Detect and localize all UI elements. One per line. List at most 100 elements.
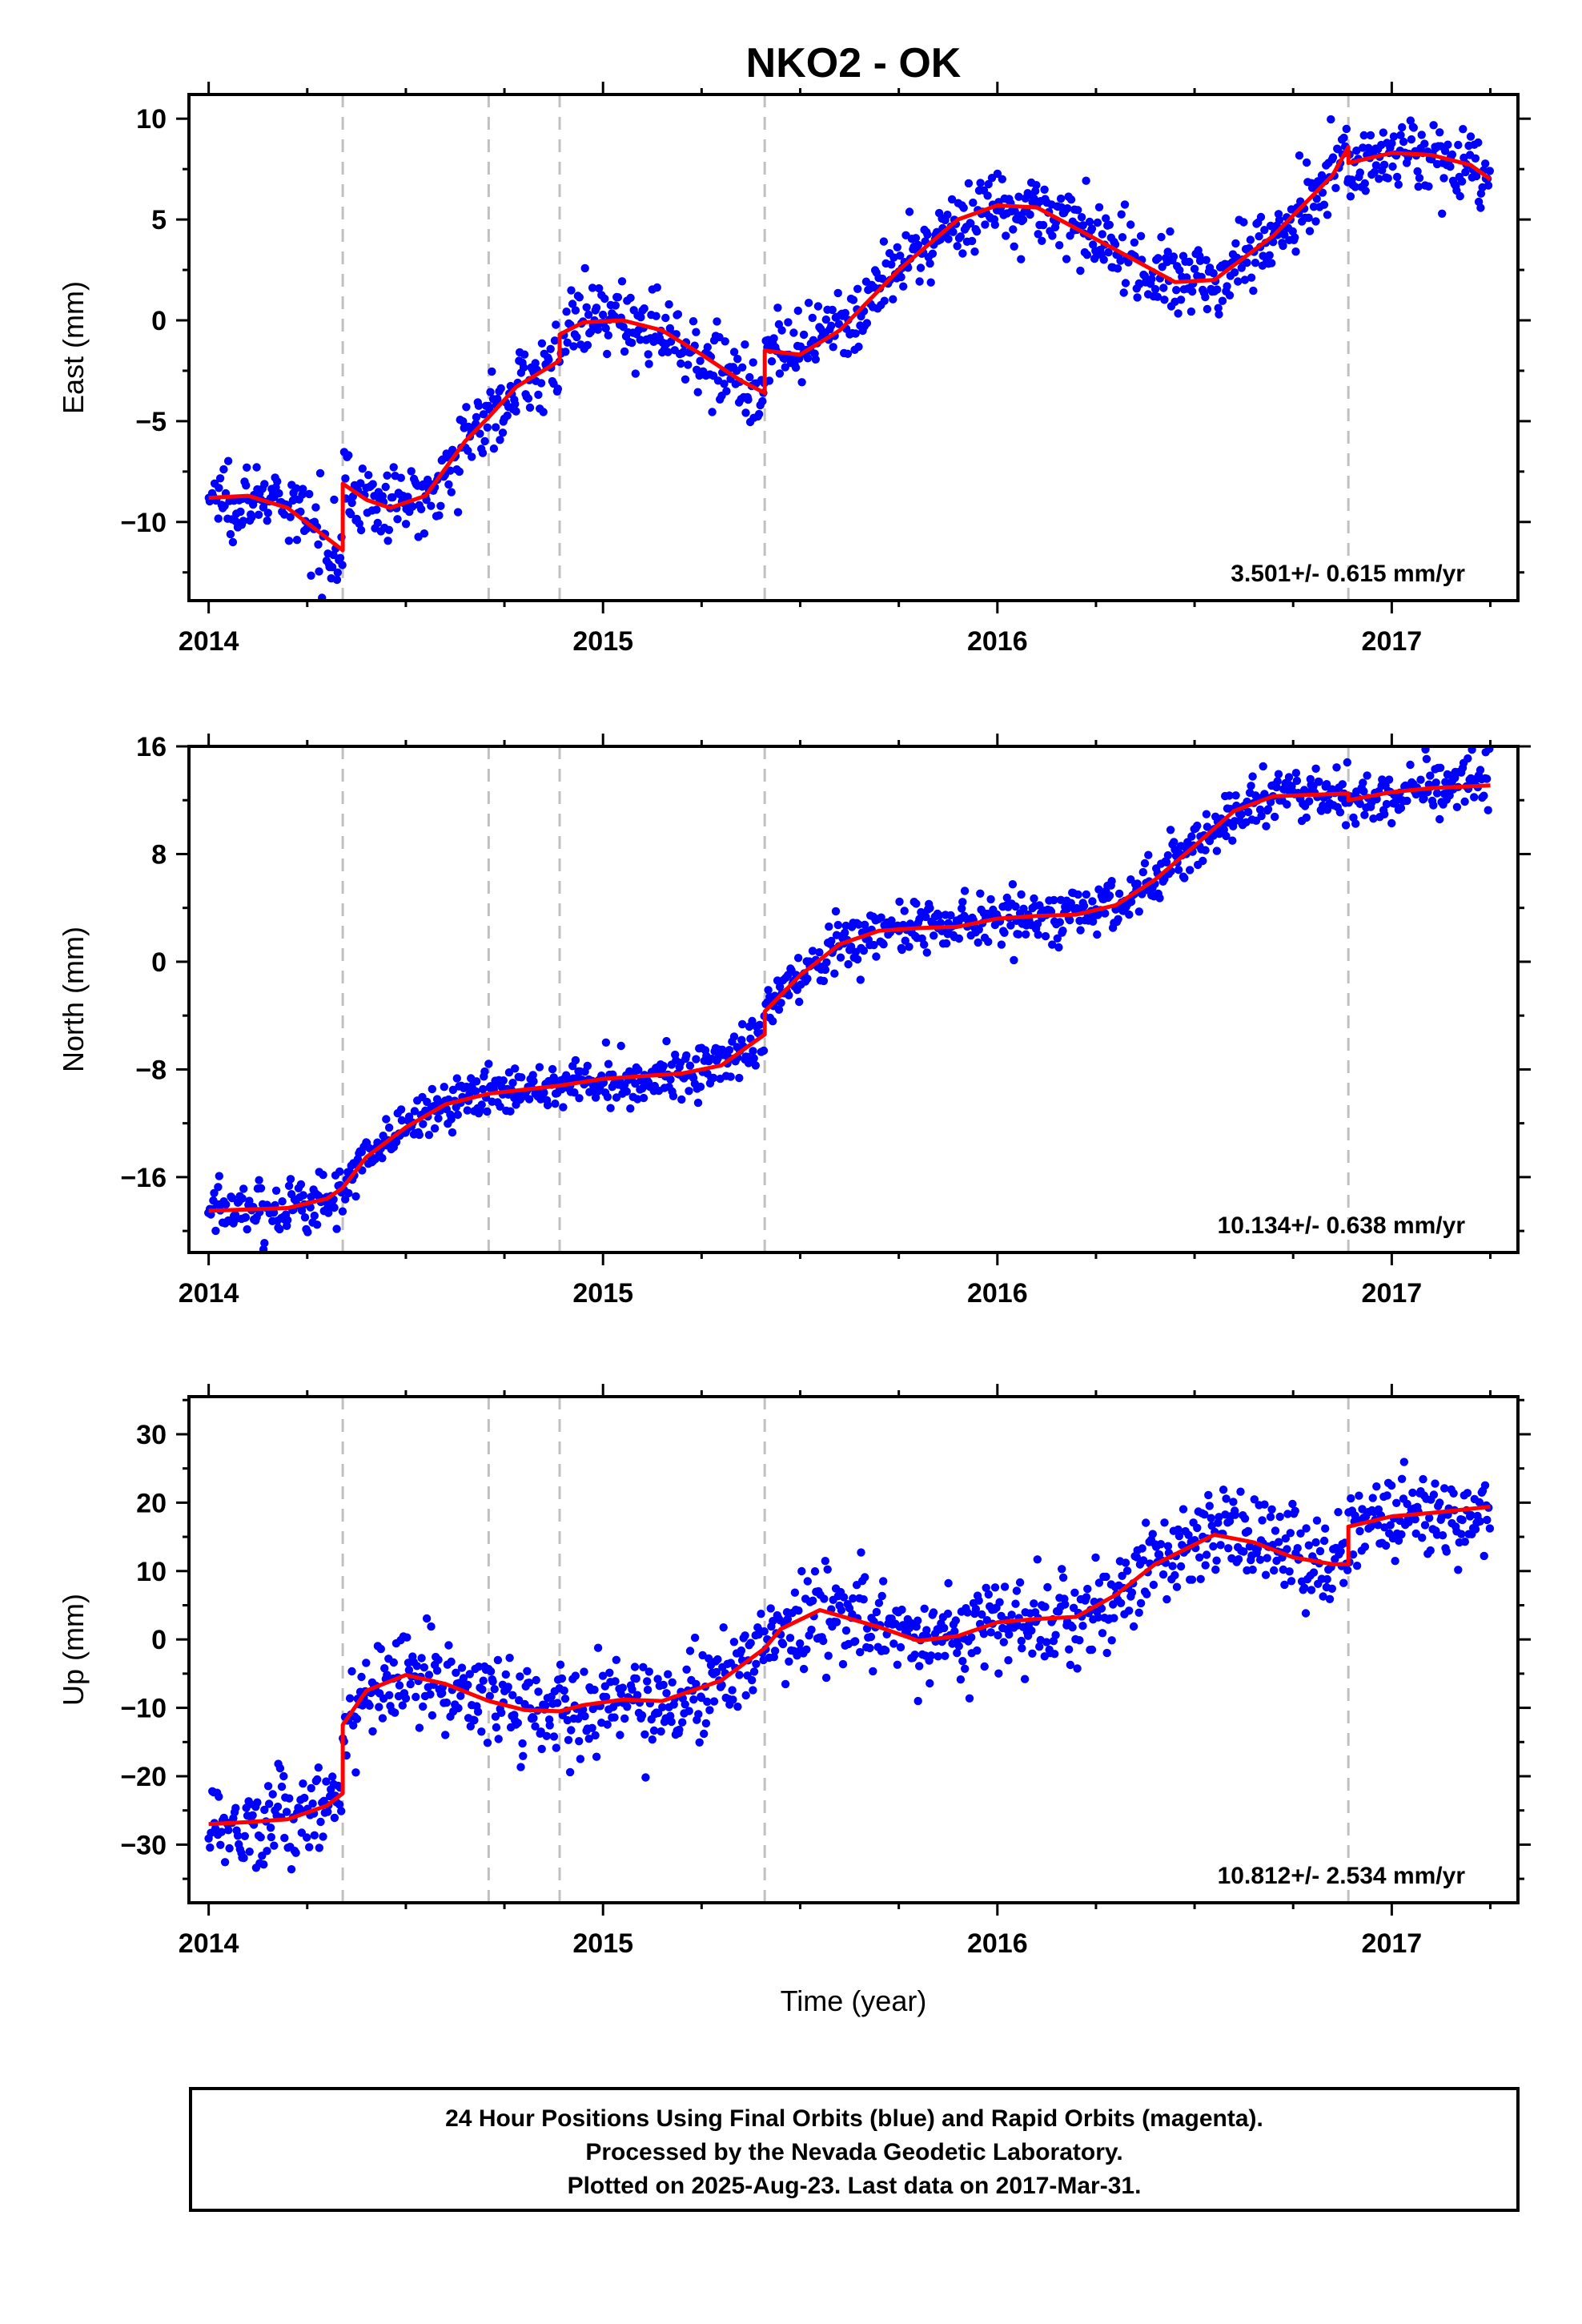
east-x-tick-label: 2015 <box>572 626 633 657</box>
east-point <box>911 234 921 243</box>
east-point <box>1429 121 1438 130</box>
up-point <box>823 1565 832 1574</box>
east-point <box>926 278 935 287</box>
north-point <box>540 1088 548 1097</box>
east-point <box>1420 139 1429 148</box>
up-point <box>280 1833 289 1843</box>
east-point <box>568 300 577 308</box>
up-point <box>1196 1574 1205 1584</box>
east-point <box>862 319 872 328</box>
east-point <box>1379 128 1388 137</box>
up-point <box>545 1721 554 1730</box>
east-point <box>1312 195 1321 203</box>
up-point <box>1334 1508 1343 1517</box>
east-point <box>1346 192 1355 201</box>
up-point <box>464 1680 472 1690</box>
north-point <box>1315 778 1323 786</box>
up-point <box>920 1604 929 1614</box>
east-point <box>1454 140 1463 150</box>
east-point <box>315 468 325 478</box>
up-point <box>428 1711 437 1720</box>
east-point <box>455 467 464 476</box>
footer-line-3: Plotted on 2025-Aug-23. Last data on 201… <box>568 2173 1142 2199</box>
east-point <box>897 272 905 282</box>
east-point <box>677 359 685 368</box>
up-point <box>1187 1575 1197 1584</box>
up-point <box>323 1807 332 1816</box>
east-point <box>584 310 593 320</box>
east-point <box>435 511 444 520</box>
up-point <box>424 1671 434 1679</box>
up-point <box>216 1840 225 1849</box>
up-point <box>1255 1555 1265 1564</box>
up-point <box>1122 1566 1132 1575</box>
up-point <box>1309 1568 1319 1577</box>
up-point <box>733 1703 742 1711</box>
up-point <box>1184 1530 1193 1540</box>
up-point <box>556 1660 565 1669</box>
up-point <box>389 1658 398 1667</box>
north-point <box>1468 746 1476 754</box>
up-point <box>913 1616 922 1625</box>
east-point <box>1074 206 1082 215</box>
north-point <box>351 1192 360 1201</box>
east-point <box>803 354 813 363</box>
north-point <box>1093 930 1102 939</box>
up-point <box>1480 1551 1488 1561</box>
east-point <box>444 480 453 489</box>
north-point <box>749 1047 757 1055</box>
north-point <box>278 1197 287 1206</box>
east-point <box>1323 211 1332 219</box>
north-point <box>1248 772 1257 781</box>
north-point <box>227 1193 237 1203</box>
east-point <box>1218 296 1227 305</box>
up-point <box>1102 1572 1110 1582</box>
up-point <box>1467 1510 1476 1520</box>
up-point <box>1408 1488 1417 1498</box>
north-point <box>284 1181 294 1191</box>
north-point <box>396 1105 406 1114</box>
north-point <box>570 1088 579 1097</box>
up-point <box>1097 1604 1106 1613</box>
east-point <box>492 423 500 432</box>
footer-frame <box>189 2087 1520 2212</box>
up-point <box>1094 1578 1104 1587</box>
north-x-tick-label: 2016 <box>967 1278 1028 1309</box>
east-point <box>799 330 809 340</box>
up-frame <box>187 1395 1520 1904</box>
north-point <box>659 1061 668 1071</box>
up-point <box>1082 1593 1091 1602</box>
up-panel: 2014 2015 2016 2017 −30 −20 −10 0 10 20 30 Up (mm) 1… <box>57 1384 1531 1959</box>
east-point <box>841 308 850 318</box>
north-point <box>344 1188 353 1198</box>
up-point <box>612 1655 620 1664</box>
up-point <box>971 1605 981 1614</box>
east-point <box>1120 200 1130 209</box>
up-point <box>965 1694 974 1703</box>
east-point <box>880 296 889 305</box>
north-point <box>559 1103 568 1112</box>
east-point <box>307 571 315 580</box>
east-point <box>1291 233 1299 242</box>
east-point <box>592 304 601 312</box>
up-point <box>314 1763 323 1772</box>
up-point <box>1136 1598 1146 1608</box>
north-point <box>312 1220 322 1229</box>
up-point <box>630 1663 640 1671</box>
east-point <box>525 403 535 412</box>
up-point <box>1202 1550 1211 1559</box>
up-point <box>735 1671 744 1679</box>
east-point <box>1157 232 1166 242</box>
north-y-tick-label: 0 <box>151 947 167 978</box>
north-point <box>1255 805 1265 814</box>
up-point <box>641 1773 650 1782</box>
north-point <box>1338 780 1347 789</box>
east-point <box>993 169 1002 179</box>
north-point <box>1476 766 1485 774</box>
up-point <box>766 1604 775 1613</box>
north-point <box>1228 836 1237 845</box>
north-point <box>1284 773 1294 782</box>
north-point <box>1002 893 1012 903</box>
east-point <box>1388 162 1397 171</box>
east-point <box>1163 247 1172 256</box>
